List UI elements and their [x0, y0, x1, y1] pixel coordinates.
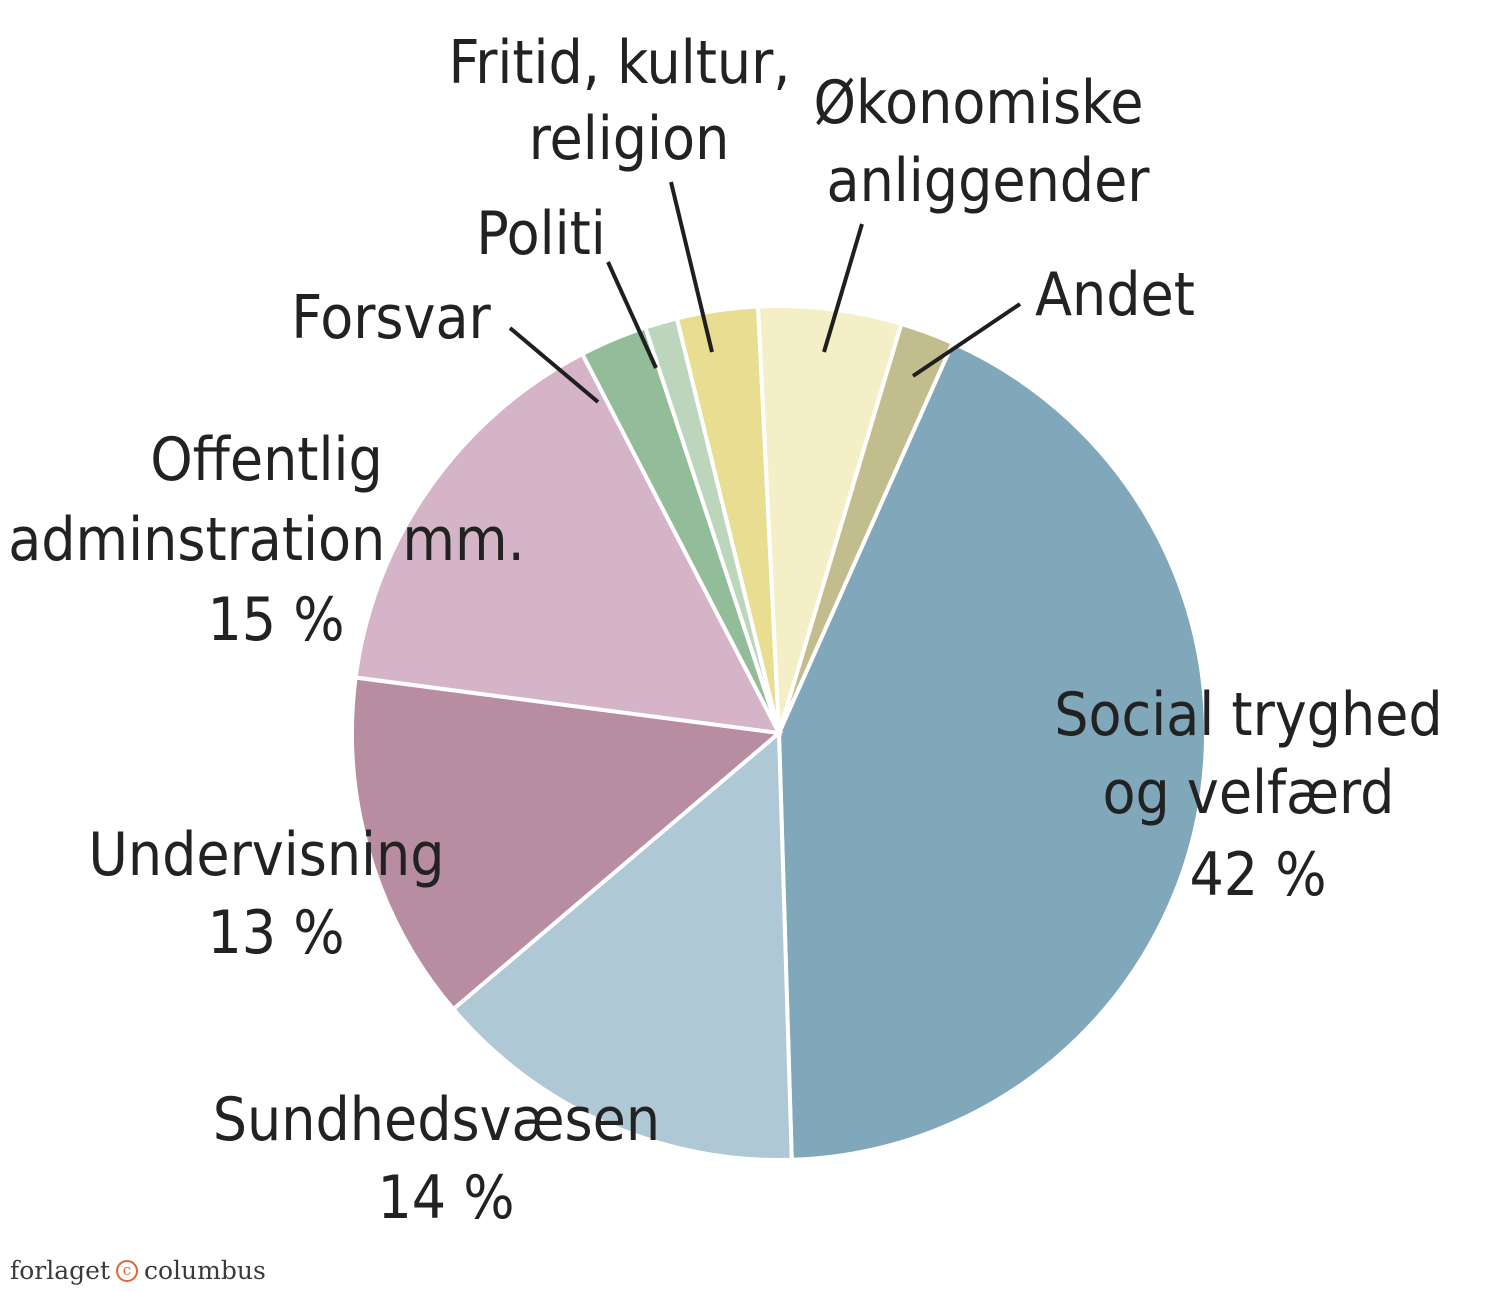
slice-andet	[777, 321, 956, 734]
leader-line-andet	[911, 302, 1022, 378]
slice-social-tryghed	[776, 340, 1208, 1162]
leader-line-okonomiske	[822, 223, 864, 353]
slice-undervisning	[350, 675, 784, 1012]
leader-line-forsvar	[508, 326, 600, 404]
slice-label-social: Social tryghed og velfærd 42 %	[1054, 680, 1462, 910]
leader-line-fritid	[669, 181, 714, 353]
slice-offentlig-adminstration	[353, 351, 783, 736]
slice-label-okonomiske: Økonomiske anliggender	[814, 68, 1163, 216]
copyright-icon: c	[116, 1259, 138, 1282]
slice-labels: Social tryghed og velfærd 42 % Sundhedsv…	[8, 28, 1462, 1233]
slice-okonomiske-anliggender	[755, 304, 904, 734]
slice-label-fritid: Fritid, kultur, religion	[449, 28, 810, 174]
pie-slices	[350, 304, 1208, 1162]
leader-line-politi	[606, 261, 658, 369]
publisher-name-right: columbus	[144, 1256, 266, 1285]
slice-label-undervisning: Undervisning 13 %	[88, 820, 463, 968]
leader-lines	[508, 181, 1022, 404]
publisher-name-left: forlaget	[10, 1256, 110, 1285]
slice-label-sundhed: Sundhedsvæsen 14 %	[213, 1085, 679, 1233]
slice-label-offentlig: Offentlig adminstration mm. 15 %	[8, 425, 544, 655]
publisher-footer: forlaget c columbus	[10, 1256, 266, 1285]
slice-label-andet: Andet	[1035, 260, 1195, 330]
slice-label-forsvar: Forsvar	[291, 283, 491, 353]
slice-label-politi: Politi	[476, 199, 606, 269]
slice-sundhedsvaesen	[450, 728, 794, 1162]
